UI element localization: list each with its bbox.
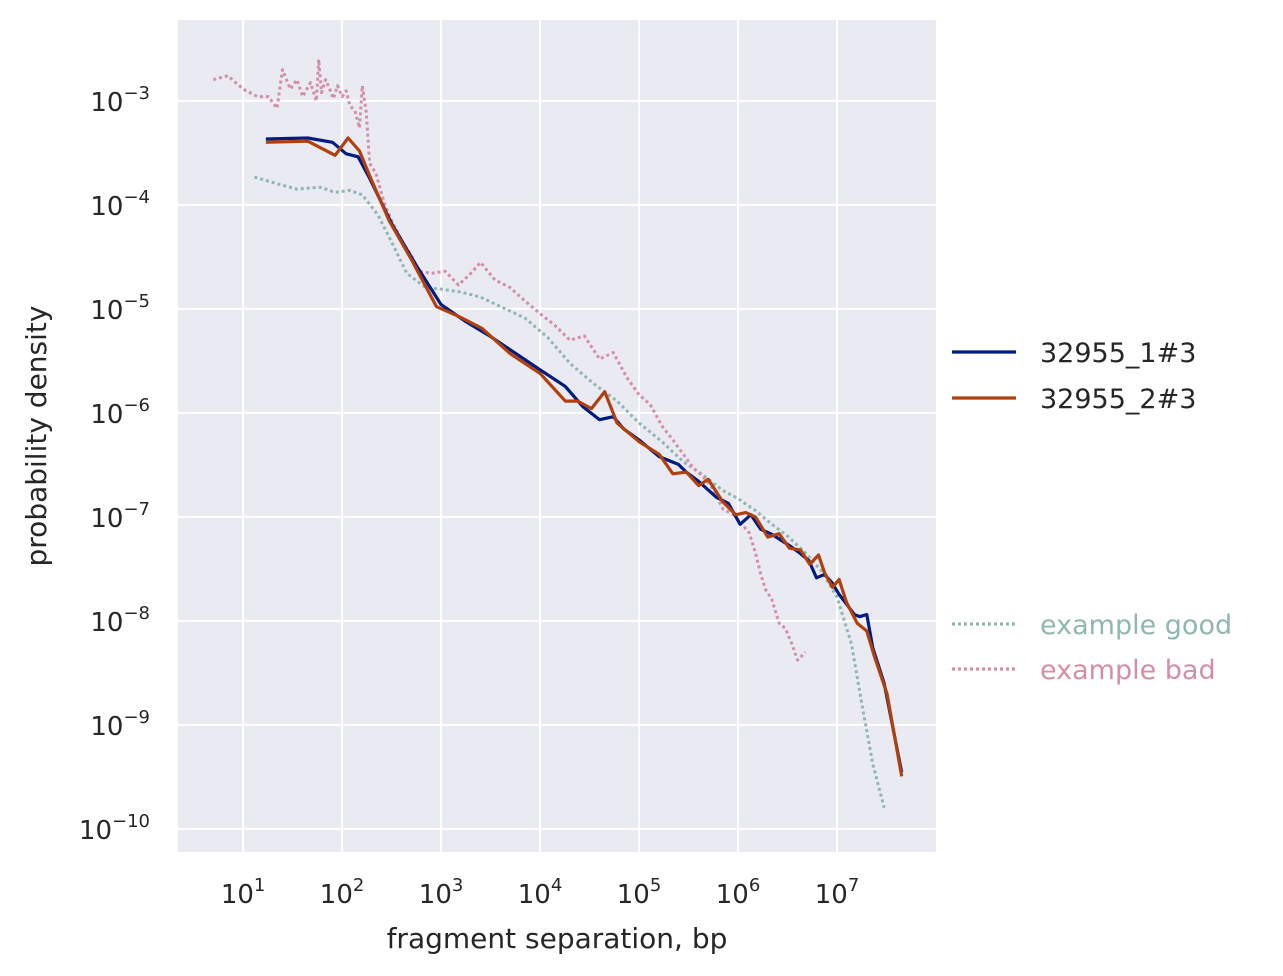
y-tick-label: 10−8 — [90, 603, 150, 638]
x-tick-label: 103 — [419, 875, 464, 910]
series-line-32955-2-3 — [265, 136, 904, 777]
series-layer — [212, 58, 904, 809]
legend-label: 32955_2#3 — [1040, 384, 1196, 415]
x-tick-label: 104 — [518, 875, 563, 910]
legend-label: example good — [1040, 610, 1232, 641]
y-tick-label: 10−4 — [90, 187, 150, 222]
x-axis-label: fragment separation, bp — [387, 922, 728, 955]
grid — [178, 20, 936, 852]
plot-background — [178, 20, 936, 852]
series-line-example-good — [253, 175, 886, 809]
y-tick-label: 10−6 — [90, 395, 150, 430]
legend-label: 32955_1#3 — [1040, 338, 1196, 369]
y-tick-label: 10−10 — [79, 811, 150, 846]
x-tick-label: 106 — [716, 875, 761, 910]
y-tick-labels: 10−3 10−4 10−5 10−6 10−7 10−8 10−9 10−10 — [79, 83, 150, 846]
x-tick-labels: 101 102 103 104 105 106 107 — [221, 875, 859, 910]
y-tick-label: 10−3 — [90, 83, 150, 118]
y-tick-label: 10−9 — [90, 707, 150, 742]
x-tick-label: 102 — [320, 875, 365, 910]
x-tick-label: 107 — [815, 875, 860, 910]
legend-label: example bad — [1040, 655, 1216, 686]
y-axis-label: probability density — [20, 306, 53, 567]
x-tick-label: 105 — [617, 875, 662, 910]
x-tick-label: 101 — [221, 875, 266, 910]
y-tick-label: 10−7 — [90, 499, 150, 534]
y-tick-label: 10−5 — [90, 291, 150, 326]
